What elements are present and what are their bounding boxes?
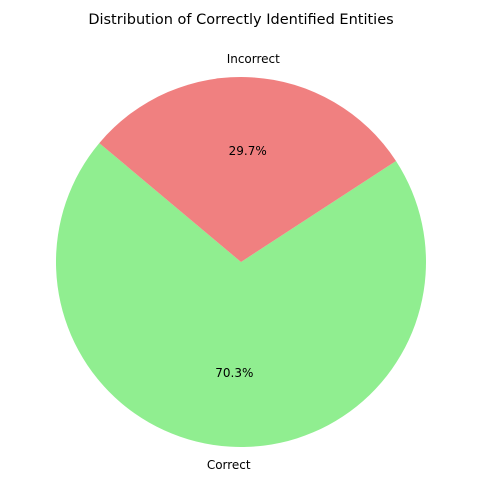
chart-title: Distribution of Correctly Identified Ent… (88, 12, 393, 28)
pie-slice-correct (55, 143, 426, 448)
pie-labels: Correct 70.3% Incorrect 29.7% (207, 52, 280, 472)
slice-label-incorrect: Incorrect (227, 52, 280, 66)
slice-percent-incorrect: 29.7% (229, 144, 267, 158)
slice-percent-correct: 70.3% (215, 366, 253, 380)
slice-label-correct: Correct (207, 458, 251, 472)
pie-slices (55, 77, 426, 448)
pie-slice-incorrect (99, 77, 397, 262)
